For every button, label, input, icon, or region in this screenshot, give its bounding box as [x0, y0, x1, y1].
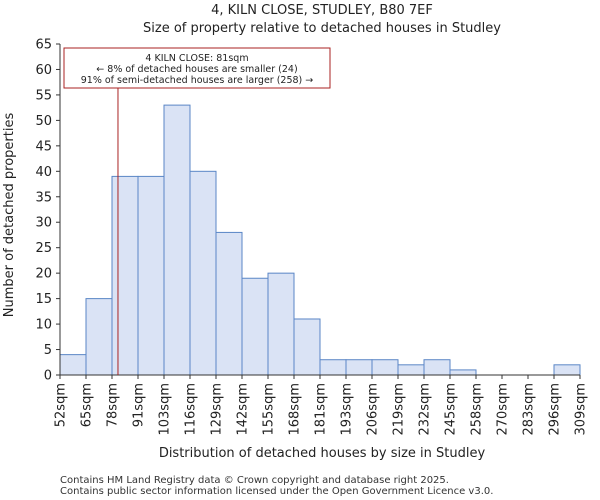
y-tick-label: 10: [35, 318, 52, 333]
bars-group: [59, 104, 581, 376]
x-tick-label: 142sqm: [236, 383, 251, 436]
bar-296sqm: [553, 364, 581, 376]
bar-65sqm: [85, 298, 113, 376]
y-tick-label: 50: [35, 114, 52, 129]
bar-245sqm: [449, 369, 477, 376]
x-tick-label: 129sqm: [210, 383, 225, 436]
y-tick-label: 35: [35, 190, 52, 205]
bar-193sqm: [345, 359, 373, 376]
bar-78sqm: [111, 175, 139, 376]
x-tick-label: 219sqm: [392, 383, 407, 436]
bar-168sqm: [293, 318, 321, 376]
y-tick-label: 5: [44, 343, 52, 358]
bar-206sqm: [371, 359, 399, 376]
x-tick-label: 52sqm: [54, 383, 69, 427]
y-tick-label: 65: [35, 38, 52, 53]
x-tick-label: 232sqm: [418, 383, 433, 436]
x-tick-label: 193sqm: [340, 383, 355, 436]
bar-232sqm: [423, 359, 451, 376]
bar-52sqm: [59, 354, 87, 376]
y-tick-label: 25: [35, 241, 52, 256]
bar-129sqm: [215, 231, 243, 376]
x-tick-label: 206sqm: [366, 383, 381, 436]
annotation-line-3: 91% of semi-detached houses are larger (…: [81, 75, 314, 86]
y-axis-label: Number of detached properties: [2, 113, 17, 318]
x-tick-label: 270sqm: [496, 383, 511, 436]
x-tick-label: 296sqm: [548, 383, 563, 436]
x-tick-label: 116sqm: [184, 383, 199, 436]
y-tick-label: 15: [35, 292, 52, 307]
annotation-line-1: 4 KILN CLOSE: 81sqm: [145, 53, 248, 64]
x-tick-label: 309sqm: [574, 383, 589, 436]
x-tick-label: 78sqm: [106, 383, 121, 427]
x-tick-label: 245sqm: [444, 383, 459, 436]
y-tick-label: 30: [35, 216, 52, 231]
x-tick-label: 91sqm: [132, 383, 147, 427]
chart-title: 4, KILN CLOSE, STUDLEY, B80 7EF: [211, 3, 433, 18]
annotation-line-2: ← 8% of detached houses are smaller (24): [96, 64, 297, 75]
x-tick-label: 181sqm: [314, 383, 329, 436]
y-tick-label: 20: [35, 267, 52, 282]
annotation-box: [63, 47, 331, 89]
x-tick-label: 155sqm: [262, 383, 277, 436]
bar-155sqm: [267, 272, 295, 376]
bar-116sqm: [189, 170, 217, 376]
bar-142sqm: [241, 277, 269, 376]
y-tick-label: 0: [44, 369, 52, 384]
x-tick-label: 103sqm: [158, 383, 173, 436]
bar-91sqm: [137, 175, 165, 376]
x-tick-label: 258sqm: [470, 383, 485, 436]
x-tick-label: 283sqm: [522, 383, 537, 436]
y-tick-label: 55: [35, 88, 52, 103]
chart-subtitle: Size of property relative to detached ho…: [143, 21, 501, 36]
y-ticks: 0 5 10 15 20 25 30 35 40 45 50 55 60 65: [35, 38, 60, 384]
footer-line-1: Contains HM Land Registry data © Crown c…: [60, 475, 449, 486]
footer-line-2: Contains public sector information licen…: [60, 486, 493, 497]
x-tick-label: 65sqm: [80, 383, 95, 427]
y-tick-label: 60: [35, 63, 52, 78]
x-axis-label: Distribution of detached houses by size …: [159, 446, 486, 461]
x-tick-label: 168sqm: [288, 383, 303, 436]
bar-181sqm: [319, 359, 347, 376]
bar-219sqm: [397, 364, 425, 376]
y-tick-label: 40: [35, 165, 52, 180]
y-tick-label: 45: [35, 139, 52, 154]
x-ticks: 52sqm 65sqm 78sqm 91sqm 103sqm 116sqm 129sqm 14…: [54, 375, 589, 436]
bar-103sqm: [163, 104, 191, 376]
